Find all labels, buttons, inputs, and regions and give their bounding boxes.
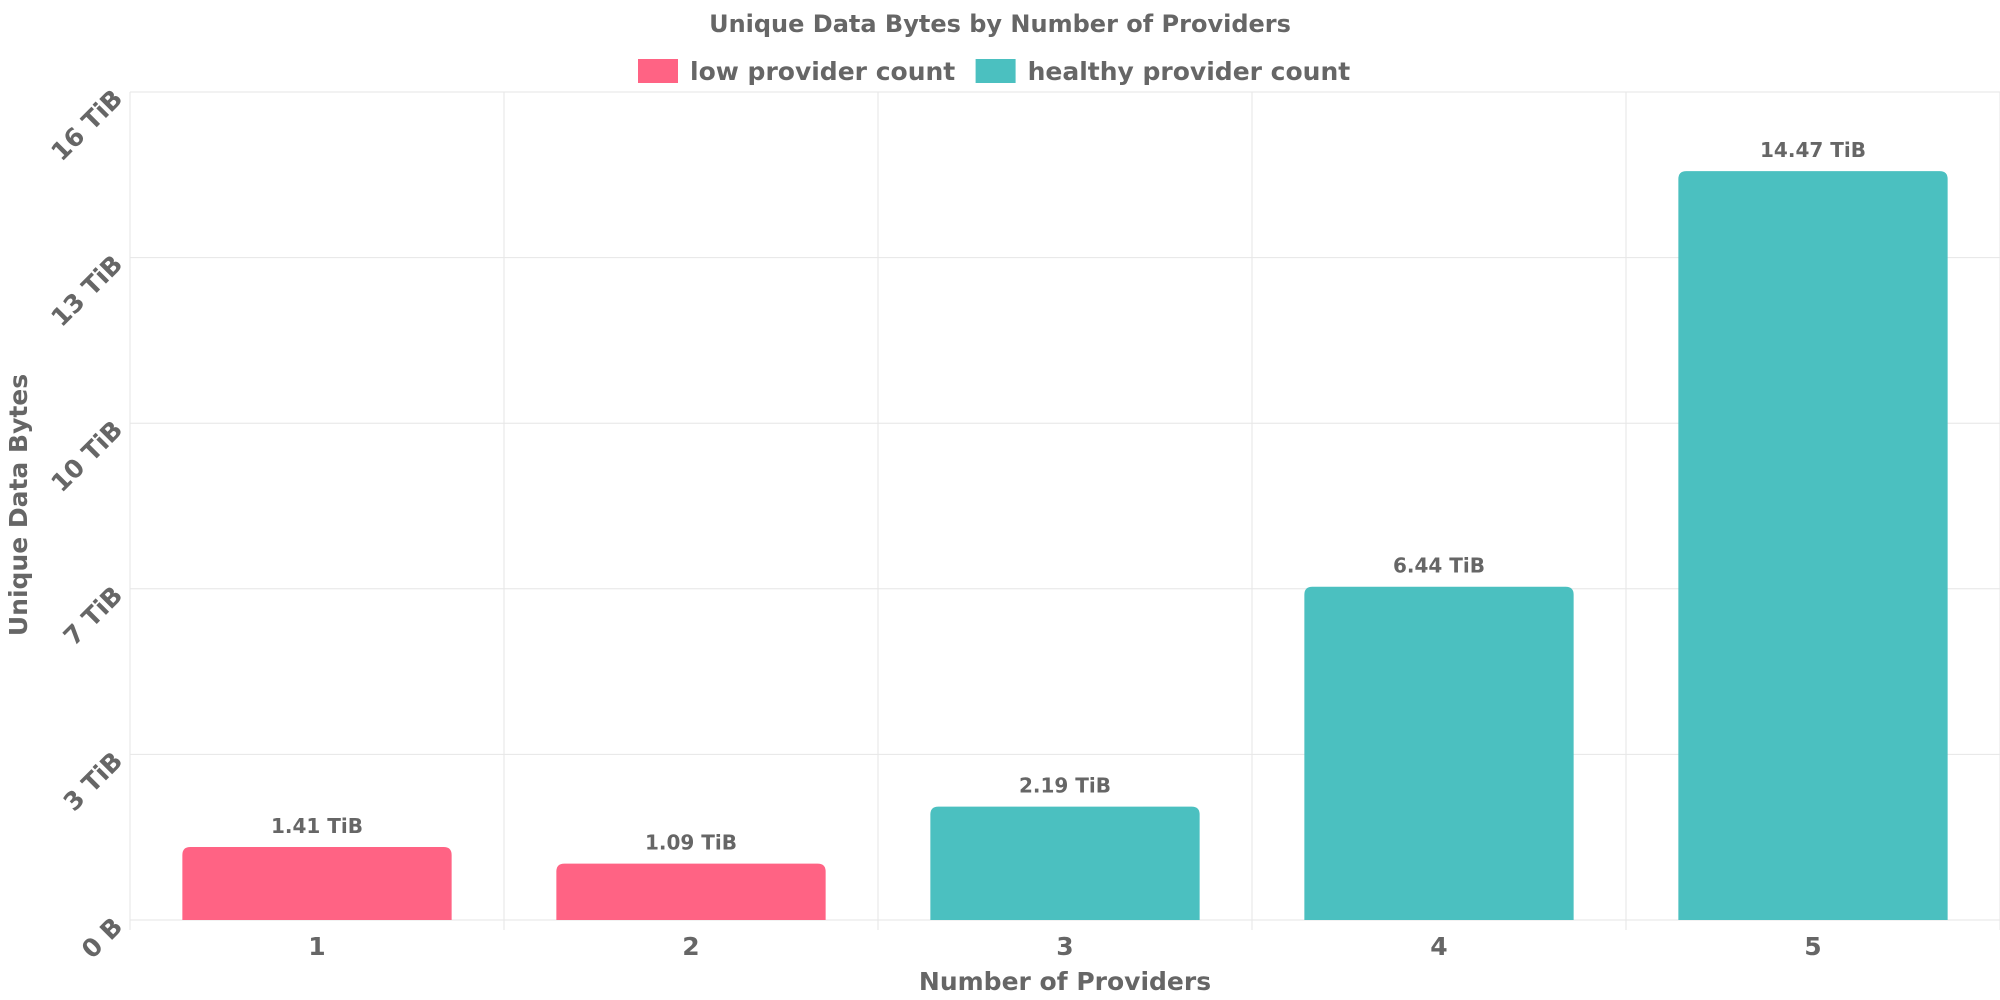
- legend-swatch-healthy: [975, 59, 1016, 83]
- legend-label-healthy: healthy provider count: [1028, 57, 1351, 86]
- bars: [182, 171, 1948, 921]
- bar-3[interactable]: [930, 806, 1200, 920]
- legend-item-low[interactable]: low provider count: [638, 57, 955, 86]
- y-tick-label: 10 TiB: [45, 415, 128, 498]
- legend-item-healthy[interactable]: healthy provider count: [975, 57, 1351, 86]
- bar-value-label-3: 2.19 TiB: [1019, 774, 1111, 798]
- bar-4[interactable]: [1304, 586, 1574, 920]
- y-axis-title: Unique Data Bytes: [4, 374, 33, 636]
- bar-value-labels: 1.41 TiB 1.09 TiB 2.19 TiB 6.44 TiB 14.47 Ti…: [271, 138, 1866, 854]
- y-tick-label: 13 TiB: [45, 249, 128, 332]
- bar-2[interactable]: [556, 863, 826, 920]
- x-axis-ticks: 1 2 3 4 5: [308, 932, 1821, 961]
- legend-swatch-low: [638, 59, 678, 83]
- legend: low provider count healthy provider count: [638, 57, 1350, 86]
- y-tick-label: 0 B: [76, 912, 128, 964]
- y-tick-label: 7 TiB: [58, 581, 129, 652]
- x-axis-title: Number of Providers: [919, 967, 1211, 996]
- gridlines: [129, 91, 2000, 930]
- x-tick-label: 3: [1056, 932, 1073, 961]
- x-tick-label: 4: [1430, 932, 1447, 961]
- x-tick-label: 2: [682, 932, 699, 961]
- bar-value-label-2: 1.09 TiB: [645, 831, 737, 855]
- y-tick-label: 3 TiB: [58, 746, 129, 817]
- x-tick-label: 1: [308, 932, 325, 961]
- bar-5[interactable]: [1678, 171, 1948, 921]
- x-tick-label: 5: [1804, 932, 1821, 961]
- bar-1[interactable]: [182, 847, 452, 920]
- chart-title: Unique Data Bytes by Number of Providers: [709, 10, 1291, 38]
- bar-value-label-5: 14.47 TiB: [1760, 138, 1866, 162]
- bar-value-label-1: 1.41 TiB: [271, 814, 363, 838]
- y-tick-label: 16 TiB: [45, 84, 128, 167]
- legend-label-low: low provider count: [690, 57, 955, 86]
- bar-value-label-4: 6.44 TiB: [1393, 554, 1485, 578]
- y-axis-ticks: 0 B 3 TiB 7 TiB 10 TiB 13 TiB 16 TiB: [45, 84, 128, 964]
